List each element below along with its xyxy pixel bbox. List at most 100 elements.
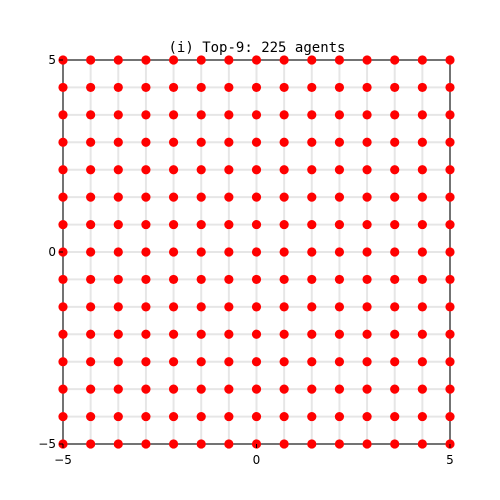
agent-point	[251, 247, 262, 257]
agent-point	[390, 247, 400, 257]
x-tick-label: 5	[446, 453, 454, 467]
agent-point	[141, 302, 151, 312]
agent-point	[58, 137, 68, 147]
agent-point	[251, 411, 262, 422]
agent-point	[362, 165, 372, 175]
agent-point	[334, 137, 345, 147]
y-tick-label: 0	[48, 245, 56, 259]
agent-point	[445, 137, 455, 147]
agent-point	[307, 192, 317, 202]
agent-point	[390, 384, 400, 394]
agent-point	[279, 439, 289, 449]
agent-point	[58, 357, 68, 367]
agent-point	[113, 165, 123, 175]
agent-point	[58, 329, 68, 339]
agent-point	[362, 302, 372, 312]
agent-point	[141, 165, 151, 175]
agent-point	[417, 55, 427, 65]
agent-point	[113, 411, 123, 422]
agent-point	[390, 357, 400, 367]
agent-point	[307, 165, 317, 175]
agent-point	[390, 219, 400, 230]
agent-point	[307, 357, 317, 367]
agent-point	[417, 329, 427, 339]
agent-point	[168, 165, 179, 175]
agent-point	[58, 302, 68, 312]
agent-point	[196, 110, 206, 120]
agent-point	[279, 411, 289, 422]
agent-point	[113, 192, 123, 202]
agent-point	[334, 274, 345, 285]
agent-point	[334, 384, 345, 394]
agent-point	[362, 247, 372, 257]
agent-point	[224, 329, 234, 339]
agent-point	[141, 329, 151, 339]
agent-point	[362, 55, 372, 65]
agent-point	[86, 165, 96, 175]
agent-point	[362, 439, 372, 449]
agent-point	[279, 274, 289, 285]
agent-point	[390, 165, 400, 175]
agent-point	[224, 165, 234, 175]
agent-point	[362, 192, 372, 202]
agent-point	[334, 165, 345, 175]
agent-point	[334, 302, 345, 312]
agent-point	[279, 165, 289, 175]
agent-point	[168, 411, 179, 422]
agent-point	[417, 192, 427, 202]
agent-point	[307, 247, 317, 257]
agent-point	[196, 165, 206, 175]
agent-point	[334, 357, 345, 367]
agent-point	[307, 110, 317, 120]
agent-point	[196, 357, 206, 367]
agent-point	[279, 302, 289, 312]
agent-point	[58, 274, 68, 285]
agent-point	[390, 439, 400, 449]
agent-point	[141, 192, 151, 202]
agent-point	[58, 384, 68, 394]
agent-point	[141, 82, 151, 93]
agent-point	[251, 137, 262, 147]
agent-point	[279, 192, 289, 202]
agent-point	[196, 247, 206, 257]
agent-point	[279, 219, 289, 230]
agent-point	[224, 55, 234, 65]
agent-point	[168, 55, 179, 65]
agent-point	[168, 329, 179, 339]
agent-point	[113, 110, 123, 120]
agent-point	[168, 110, 179, 120]
agent-point	[251, 329, 262, 339]
agent-point	[279, 247, 289, 257]
agent-point	[417, 439, 427, 449]
agent-point	[334, 439, 345, 449]
agent-point	[113, 384, 123, 394]
agent-point	[196, 274, 206, 285]
agent-point	[307, 219, 317, 230]
agent-point	[251, 55, 262, 65]
agent-point	[86, 439, 96, 449]
agent-point	[307, 439, 317, 449]
agent-point	[196, 439, 206, 449]
agent-point	[334, 110, 345, 120]
agent-point	[113, 357, 123, 367]
agent-point	[390, 110, 400, 120]
agent-point	[141, 439, 151, 449]
agent-point	[307, 137, 317, 147]
agent-point	[362, 110, 372, 120]
agent-point	[417, 165, 427, 175]
agent-point	[86, 110, 96, 120]
agent-point	[445, 302, 455, 312]
agent-point	[445, 411, 455, 422]
agent-point	[334, 411, 345, 422]
agent-point	[196, 137, 206, 147]
agent-point	[196, 82, 206, 93]
agent-point	[141, 274, 151, 285]
agent-point	[58, 192, 68, 202]
agent-point	[113, 247, 123, 257]
agent-point	[86, 411, 96, 422]
agent-point	[196, 55, 206, 65]
agent-point	[417, 82, 427, 93]
agent-point	[334, 192, 345, 202]
agent-point	[417, 384, 427, 394]
agent-point	[113, 219, 123, 230]
